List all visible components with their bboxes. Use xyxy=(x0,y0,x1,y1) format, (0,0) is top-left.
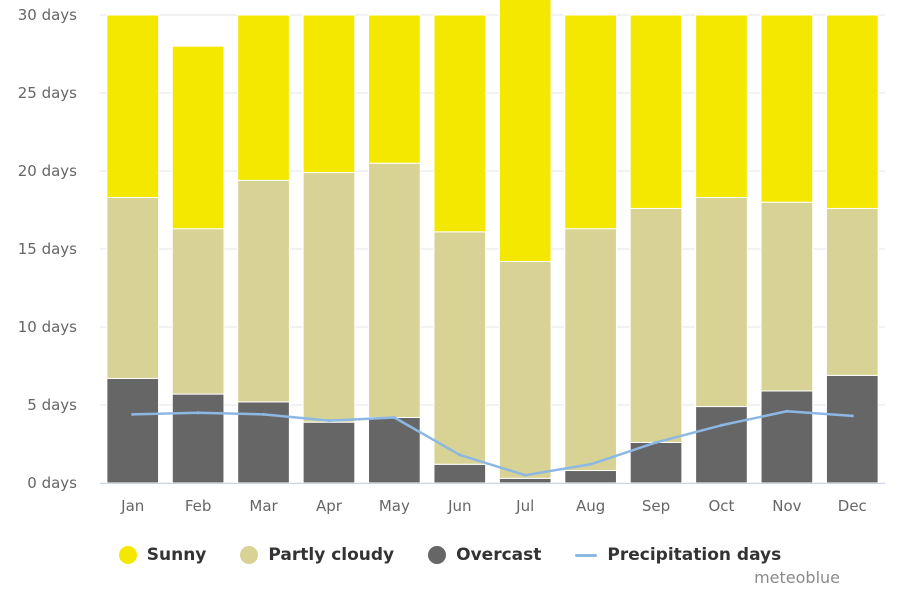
precipitation-point xyxy=(458,453,462,457)
x-tick-label: Jun xyxy=(447,497,471,515)
bar-sunny xyxy=(171,45,225,230)
x-tick-label: Aug xyxy=(576,497,605,515)
legend-item-sunny[interactable]: Sunny xyxy=(118,545,207,565)
legend-label-sunny: Sunny xyxy=(146,545,207,565)
legend-label-overcast: Overcast xyxy=(456,545,542,565)
bar-partly-cloudy xyxy=(106,197,160,379)
bar-overcast xyxy=(498,477,552,484)
y-tick-label: 25 days xyxy=(18,84,77,102)
bar-sunny xyxy=(825,14,879,209)
bar-overcast xyxy=(564,470,617,484)
y-tick-label: 0 days xyxy=(27,474,77,492)
x-tick-label: Feb xyxy=(185,497,212,515)
y-tick-label: 15 days xyxy=(18,240,77,258)
y-axis: 0 days 5 days 10 days 15 days 20 days 25 days… xyxy=(18,6,77,492)
precipitation-point xyxy=(392,415,396,419)
bar-partly-cloudy xyxy=(695,197,748,408)
y-tick-label: 5 days xyxy=(27,396,77,414)
precipitation-swatch-icon xyxy=(575,553,598,557)
overcast-swatch-icon xyxy=(428,546,447,564)
precipitation-line-group xyxy=(131,409,854,477)
bar-overcast xyxy=(825,374,879,484)
x-tick-label: Apr xyxy=(316,497,343,515)
legend-label-partly-cloudy: Partly cloudy xyxy=(268,545,395,565)
bar-overcast xyxy=(695,406,748,484)
bar-sunny xyxy=(106,14,160,199)
bar-partly-cloudy xyxy=(825,207,879,376)
x-tick-label: Jul xyxy=(515,497,534,515)
precipitation-point xyxy=(654,440,658,444)
legend-item-partly-cloudy[interactable]: Partly cloudy xyxy=(240,545,394,565)
bar-sunny xyxy=(695,14,748,199)
x-tick-label: Nov xyxy=(772,497,801,515)
legend: Sunny Partly cloudy Overcast Precipitati… xyxy=(0,540,900,570)
bar-partly-cloudy xyxy=(760,201,814,392)
y-tick-label: 30 days xyxy=(18,6,77,24)
precipitation-point xyxy=(589,462,593,466)
bar-partly-cloudy xyxy=(368,162,421,418)
bar-partly-cloudy xyxy=(629,207,683,443)
x-tick-label: May xyxy=(379,497,410,515)
bar-partly-cloudy xyxy=(171,228,225,395)
bar-partly-cloudy xyxy=(433,231,487,465)
x-tick-label: Dec xyxy=(838,497,867,515)
legend-item-overcast[interactable]: Overcast xyxy=(428,545,541,565)
y-tick-label: 10 days xyxy=(18,318,77,336)
bar-sunny xyxy=(237,14,290,181)
bar-partly-cloudy xyxy=(564,228,617,472)
bar-overcast xyxy=(302,421,356,484)
bar-partly-cloudy xyxy=(237,179,290,403)
x-tick-label: Oct xyxy=(708,497,734,515)
bar-overcast xyxy=(106,377,160,484)
partly-cloudy-swatch-icon xyxy=(240,546,259,564)
bar-sunny xyxy=(433,14,487,233)
precipitation-point xyxy=(131,412,135,416)
bar-sunny xyxy=(498,0,552,262)
precipitation-days-line xyxy=(132,409,853,477)
bar-sunny xyxy=(564,14,617,230)
credit-text: meteoblue xyxy=(754,568,840,587)
precipitation-point xyxy=(327,419,331,423)
bar-sunny xyxy=(629,14,683,209)
bar-sunny xyxy=(302,14,356,174)
bar-partly-cloudy xyxy=(498,260,552,479)
bar-overcast xyxy=(760,390,814,484)
bar-sunny xyxy=(368,14,421,164)
legend-label-precipitation-days: Precipitation days xyxy=(607,545,782,565)
x-tick-label: Mar xyxy=(249,497,278,515)
precipitation-point xyxy=(196,411,200,415)
precipitation-point xyxy=(850,414,854,418)
sunny-swatch-icon xyxy=(118,546,137,564)
precipitation-point xyxy=(523,473,527,477)
bar-overcast xyxy=(433,463,487,484)
legend-item-precipitation-days[interactable]: Precipitation days xyxy=(575,545,781,565)
bar-sunny xyxy=(760,14,814,203)
x-axis: Jan Feb Mar Apr May Jun Jul Aug Sep Oct Nov Dec xyxy=(100,483,885,515)
x-tick-label: Jan xyxy=(120,497,144,515)
precipitation-point xyxy=(785,409,789,413)
precipitation-point xyxy=(719,423,723,427)
precipitation-point xyxy=(262,412,266,416)
x-tick-label: Sep xyxy=(642,497,670,515)
bar-overcast xyxy=(171,393,225,484)
bar-partly-cloudy xyxy=(302,172,356,423)
y-tick-label: 20 days xyxy=(18,162,77,180)
bar-group xyxy=(106,0,879,484)
grid-lines xyxy=(100,14,885,484)
